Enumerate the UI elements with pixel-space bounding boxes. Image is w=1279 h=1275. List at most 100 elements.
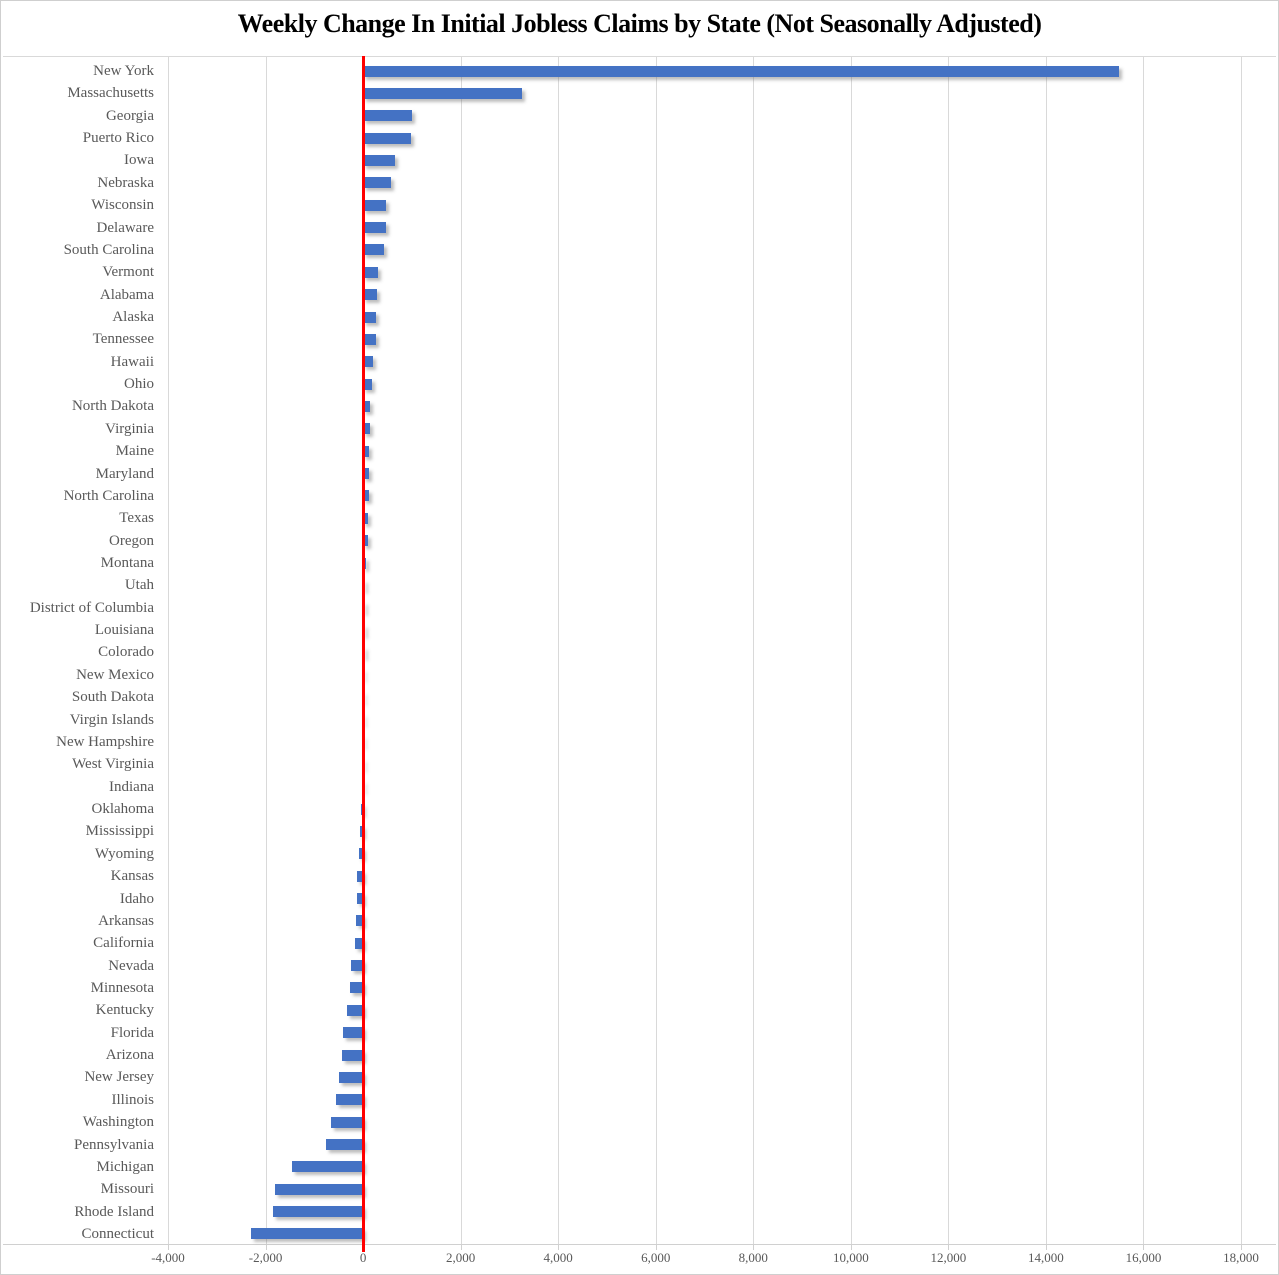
bar (363, 400, 371, 412)
bar (355, 937, 364, 949)
bar (346, 1004, 364, 1016)
category-label: Arkansas (98, 912, 154, 929)
zero-line (361, 56, 365, 1252)
bar (272, 1206, 364, 1218)
plot-top-border (3, 56, 1276, 57)
gridline (850, 56, 852, 1244)
axis-tick (265, 1245, 267, 1250)
category-label: New Jersey (84, 1069, 154, 1086)
category-label: Michigan (96, 1158, 155, 1175)
bar (363, 468, 370, 480)
bar (357, 893, 364, 904)
bar (342, 1027, 364, 1039)
bar (339, 1071, 364, 1083)
category-label: Iowa (124, 152, 154, 169)
x-tick-label: 6,000 (641, 1250, 671, 1265)
bar (331, 1116, 364, 1128)
bar (363, 311, 377, 323)
bar (342, 1049, 364, 1061)
gridline (1143, 56, 1145, 1244)
bar (363, 356, 373, 368)
axis-tick (168, 1245, 169, 1250)
chart-title: Weekly Change In Initial Jobless Claims … (237, 9, 1042, 38)
bar (363, 132, 411, 144)
x-tick-label: 18,000 (1223, 1250, 1259, 1265)
bar (363, 490, 369, 502)
category-label: Puerto Rico (82, 130, 154, 147)
category-label: Massachusetts (67, 85, 154, 102)
category-label: New Mexico (76, 666, 154, 683)
bar (363, 445, 370, 457)
category-label: Illinois (111, 1091, 154, 1108)
x-tick-label: 14,000 (1028, 1250, 1064, 1265)
bar (363, 378, 373, 390)
bar (363, 266, 378, 278)
bar (350, 960, 364, 972)
bar (363, 65, 1120, 77)
bar (363, 110, 412, 122)
category-label: North Carolina (63, 487, 154, 504)
category-label: Texas (119, 510, 154, 527)
category-label: Louisiana (94, 622, 154, 639)
category-label: Kentucky (95, 1002, 154, 1019)
category-label: Alabama (99, 286, 154, 303)
axis-tick (558, 1245, 560, 1250)
x-tick-label: 2,000 (446, 1250, 476, 1265)
gridline (460, 56, 462, 1244)
category-label: Nebraska (97, 174, 154, 191)
bar (363, 154, 395, 166)
bar (275, 1183, 364, 1195)
x-tick-label: 10,000 (832, 1250, 869, 1265)
category-label: Montana (100, 555, 154, 572)
category-label: Washington (82, 1114, 154, 1131)
category-label: Minnesota (90, 979, 154, 996)
bar (335, 1094, 364, 1106)
category-label: Maine (115, 443, 154, 460)
bar (363, 87, 523, 99)
category-label: Ohio (124, 376, 154, 393)
bar (363, 535, 369, 547)
bar (363, 199, 386, 211)
bar (356, 915, 364, 927)
category-label: South Dakota (71, 689, 154, 706)
x-tick-label: 0 (359, 1250, 367, 1265)
category-label: Virgin Islands (69, 711, 154, 728)
category-label: New Hampshire (56, 733, 154, 750)
category-label: West Virginia (72, 756, 154, 773)
category-label: Connecticut (81, 1225, 154, 1242)
axis-tick (460, 1245, 462, 1250)
category-label: Wyoming (94, 845, 154, 862)
category-label: Missouri (100, 1181, 154, 1198)
category-label: Vermont (102, 264, 154, 281)
bar (350, 982, 364, 994)
bar (357, 870, 364, 882)
gridline (1045, 56, 1047, 1244)
category-label: Indiana (109, 778, 154, 795)
axis-tick (1241, 1245, 1242, 1250)
category-label: Florida (110, 1024, 154, 1041)
category-label: Virginia (105, 420, 154, 437)
x-tick-label: -2,000 (248, 1250, 283, 1265)
x-tick-label: -4,000 (151, 1250, 185, 1265)
axis-tick (850, 1245, 852, 1250)
axis-tick (655, 1245, 657, 1250)
axis-tick (948, 1245, 950, 1250)
category-label: Oklahoma (91, 801, 154, 818)
gridline (168, 56, 169, 1244)
bar (363, 244, 384, 256)
category-label: Rhode Island (74, 1203, 154, 1220)
gridline (1241, 56, 1242, 1244)
bar (326, 1139, 364, 1151)
category-label: California (93, 935, 154, 952)
category-label: Georgia (105, 107, 154, 124)
bar (359, 825, 364, 837)
gridline (655, 56, 657, 1244)
gridline (265, 56, 267, 1244)
bar (363, 423, 370, 435)
gridline (948, 56, 950, 1244)
category-label: Mississippi (85, 823, 154, 840)
bar (250, 1228, 364, 1240)
bar (363, 333, 376, 345)
category-label: Pennsylvania (74, 1136, 154, 1153)
x-tick-label: 4,000 (543, 1250, 573, 1265)
